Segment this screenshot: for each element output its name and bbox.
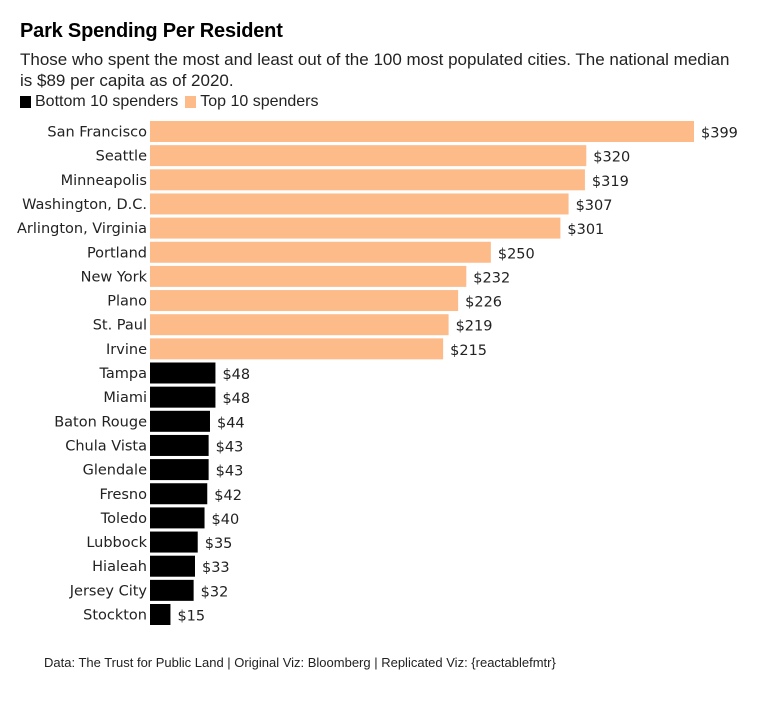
category-label-st-paul: St. Paul — [93, 318, 147, 334]
value-label-stockton: $15 — [177, 609, 205, 625]
bar-plano — [150, 290, 459, 312]
category-label-new-york: New York — [81, 269, 148, 285]
value-label-plano: $226 — [465, 295, 502, 311]
category-label-hialeah: Hialeah — [92, 559, 147, 575]
bar-portland — [150, 241, 491, 263]
value-label-new-york: $232 — [473, 270, 510, 286]
category-label-tampa: Tampa — [98, 366, 147, 382]
value-label-minneapolis: $319 — [592, 174, 629, 190]
value-label-portland: $250 — [498, 246, 535, 262]
value-label-lubbock: $35 — [205, 536, 233, 552]
category-label-toledo: Toledo — [100, 511, 147, 527]
source-note: Data: The Trust for Public Land | Origin… — [44, 655, 556, 670]
value-label-jersey-city: $32 — [201, 584, 229, 600]
bar-chart: San Francisco $399 Seattle $320 Minneapolis $… — [17, 121, 738, 625]
bar-seattle — [150, 145, 587, 167]
category-label-baton-rouge: Baton Rouge — [54, 414, 147, 430]
category-label-portland: Portland — [87, 245, 147, 261]
bar-new-york — [150, 265, 467, 287]
bar-toledo — [150, 507, 205, 529]
legend-label-bottom: Bottom 10 spenders — [35, 93, 179, 110]
category-label-minneapolis: Minneapolis — [61, 173, 147, 189]
bar-chula-vista — [150, 434, 209, 456]
bar-tampa — [150, 362, 216, 384]
bar-san-francisco — [150, 121, 694, 142]
category-label-jersey-city: Jersey City — [69, 583, 148, 599]
category-label-plano: Plano — [107, 294, 147, 310]
category-label-san-francisco: San Francisco — [47, 125, 147, 141]
value-label-fresno: $42 — [214, 488, 242, 504]
bar-lubbock — [150, 531, 198, 553]
bar-arlington-virginia — [150, 217, 561, 239]
legend-swatch-bottom — [20, 96, 31, 108]
bar-minneapolis — [150, 169, 585, 191]
bar-washington-d-c — [150, 193, 569, 215]
bar-stockton — [150, 604, 171, 625]
bar-baton-rouge — [150, 410, 210, 432]
category-label-miami: Miami — [103, 390, 147, 406]
value-label-irvine: $215 — [450, 343, 487, 359]
value-label-washington-d-c: $307 — [576, 198, 613, 214]
category-label-glendale: Glendale — [83, 463, 147, 479]
category-label-fresno: Fresno — [100, 487, 148, 503]
chart-subtitle: Those who spent the most and least out o… — [20, 50, 730, 90]
value-label-chula-vista: $43 — [216, 439, 244, 455]
category-label-seattle: Seattle — [96, 149, 147, 165]
value-label-seattle: $320 — [593, 150, 630, 166]
legend-label-top: Top 10 spenders — [200, 93, 319, 110]
value-label-toledo: $40 — [212, 512, 240, 528]
legend-item-top: Top 10 spenders — [185, 93, 319, 111]
value-label-hialeah: $33 — [202, 560, 230, 576]
legend: Bottom 10 spenders Top 10 spenders — [20, 93, 326, 111]
legend-swatch-top — [185, 96, 197, 108]
category-label-lubbock: Lubbock — [86, 535, 147, 551]
chart-title: Park Spending Per Resident — [20, 20, 283, 42]
category-label-washington-d-c: Washington, D.C. — [22, 197, 147, 213]
value-label-arlington-virginia: $301 — [567, 222, 604, 238]
value-label-tampa: $48 — [222, 367, 250, 383]
value-label-baton-rouge: $44 — [217, 415, 245, 431]
legend-item-bottom: Bottom 10 spenders — [20, 93, 178, 111]
category-label-stockton: Stockton — [83, 608, 147, 624]
bar-miami — [150, 386, 216, 408]
value-label-miami: $48 — [222, 391, 250, 407]
bar-st-paul — [150, 314, 449, 336]
bar-glendale — [150, 459, 209, 481]
bar-irvine — [150, 338, 444, 360]
bar-jersey-city — [150, 579, 194, 601]
value-label-san-francisco: $399 — [701, 126, 738, 142]
category-label-chula-vista: Chula Vista — [65, 438, 147, 454]
value-label-st-paul: $219 — [456, 319, 493, 335]
category-label-arlington-virginia: Arlington, Virginia — [17, 221, 147, 237]
bar-hialeah — [150, 555, 195, 577]
category-label-irvine: Irvine — [106, 342, 147, 358]
bar-fresno — [150, 483, 208, 505]
value-label-glendale: $43 — [216, 464, 244, 480]
